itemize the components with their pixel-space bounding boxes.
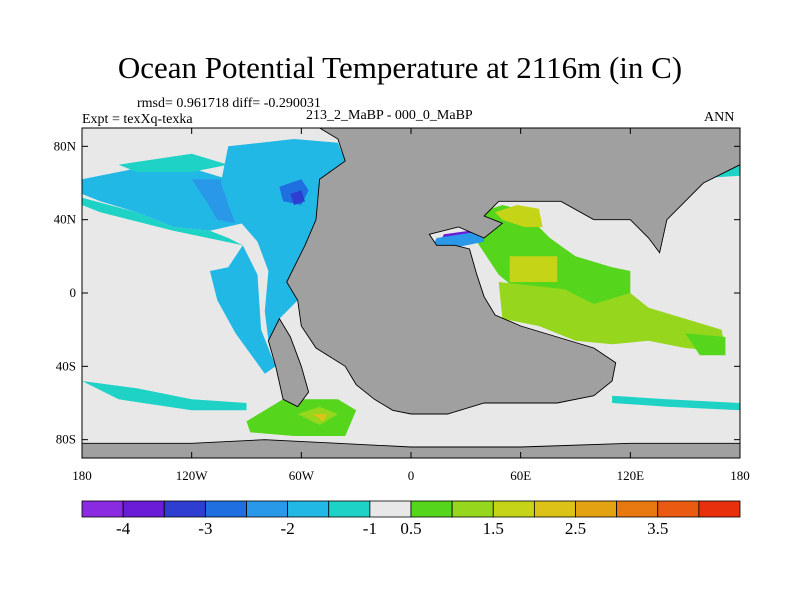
y-tick-label-0: 80N <box>54 138 77 153</box>
region-australia-east <box>685 333 726 356</box>
colorbar-swatch-11 <box>533 500 576 518</box>
colorbar-swatch-7 <box>369 500 412 518</box>
y-tick-label-3: 40S <box>56 358 76 373</box>
case-label: 213_2_MaBP - 000_0_MaBP <box>306 108 473 123</box>
colorbar-swatch-0 <box>81 500 124 518</box>
region-mediterranean-blue <box>432 230 485 249</box>
colorbar-label-4: 0.5 <box>400 519 421 538</box>
y-tick-label-2: 0 <box>70 285 77 300</box>
colorbar-swatch-1 <box>122 500 165 518</box>
colorbar-label-6: 2.5 <box>565 519 586 538</box>
x-tick-label-1: 120W <box>176 468 209 483</box>
colorbar-swatch-3 <box>204 500 247 518</box>
colorbar-swatch-13 <box>616 500 659 518</box>
colorbar-label-1: -3 <box>198 519 212 538</box>
colorbar-swatch-5 <box>287 500 330 518</box>
region-western-atlantic <box>220 139 346 341</box>
land-north-america-eurasia-africa <box>286 128 740 415</box>
season-label: ANN <box>704 110 735 125</box>
stats-text: rmsd= 0.961718 diff= -0.290031 <box>137 96 321 111</box>
colorbar-swatch-6 <box>328 500 371 518</box>
colorbar-swatch-12 <box>575 500 618 518</box>
y-tick-label-4: 80S <box>56 432 76 447</box>
colorbar-swatch-15 <box>698 500 741 518</box>
land-south-america-west <box>267 317 310 408</box>
colorbar-label-3: -1 <box>363 519 377 538</box>
x-tick-label-0: 180 <box>72 468 92 483</box>
chart-title: Ocean Potential Temperature at 2116m (in… <box>117 50 683 85</box>
colorbar-swatch-10 <box>492 500 535 518</box>
region-eastern-pacific-cold <box>209 245 276 374</box>
x-tick-label-3: 0 <box>408 468 415 483</box>
region-north-pacific-ne <box>191 179 236 224</box>
colorbar-label-7: 3.5 <box>647 519 668 538</box>
colorbar-swatch-8 <box>410 500 453 518</box>
region-indian-yellow <box>509 256 558 282</box>
experiment-label: Expt = texXq-texka <box>82 112 193 127</box>
x-tick-label-6: 180 <box>730 468 750 483</box>
region-central-pacific <box>82 197 243 246</box>
region-south-atlantic-orange <box>312 414 327 422</box>
region-arctic-band <box>118 153 229 172</box>
y-tick-label-1: 40N <box>54 212 77 227</box>
land-layer <box>82 128 740 458</box>
region-south-band-light <box>82 381 247 411</box>
region-north-atlantic-core <box>290 190 305 205</box>
colorbar-label-0: -4 <box>116 519 131 538</box>
region-indian-ocean <box>498 282 726 352</box>
ticks-layer: 180 120W 60W 0 60E 120E 180 80N 40N 0 40S 80S <box>54 128 750 483</box>
colorbar-swatch-4 <box>246 500 289 518</box>
region-south-atlantic-warm <box>246 399 357 436</box>
colorbar-label-2: -2 <box>281 519 295 538</box>
region-south-band-east <box>612 395 740 411</box>
colorbar-label-5: 1.5 <box>483 519 504 538</box>
colorbar: -4 -3 -2 -1 0.5 1.5 2.5 3.5 <box>81 500 741 538</box>
region-tethys-yellow <box>495 205 543 227</box>
colorbar-swatch-14 <box>657 500 700 518</box>
x-tick-label-4: 60E <box>510 468 531 483</box>
land-antarctica-shelf <box>82 439 740 458</box>
x-tick-label-5: 120E <box>617 468 645 483</box>
colorbar-swatch-2 <box>163 500 206 518</box>
x-tick-label-2: 60W <box>289 468 315 483</box>
colorbar-swatch-9 <box>451 500 494 518</box>
